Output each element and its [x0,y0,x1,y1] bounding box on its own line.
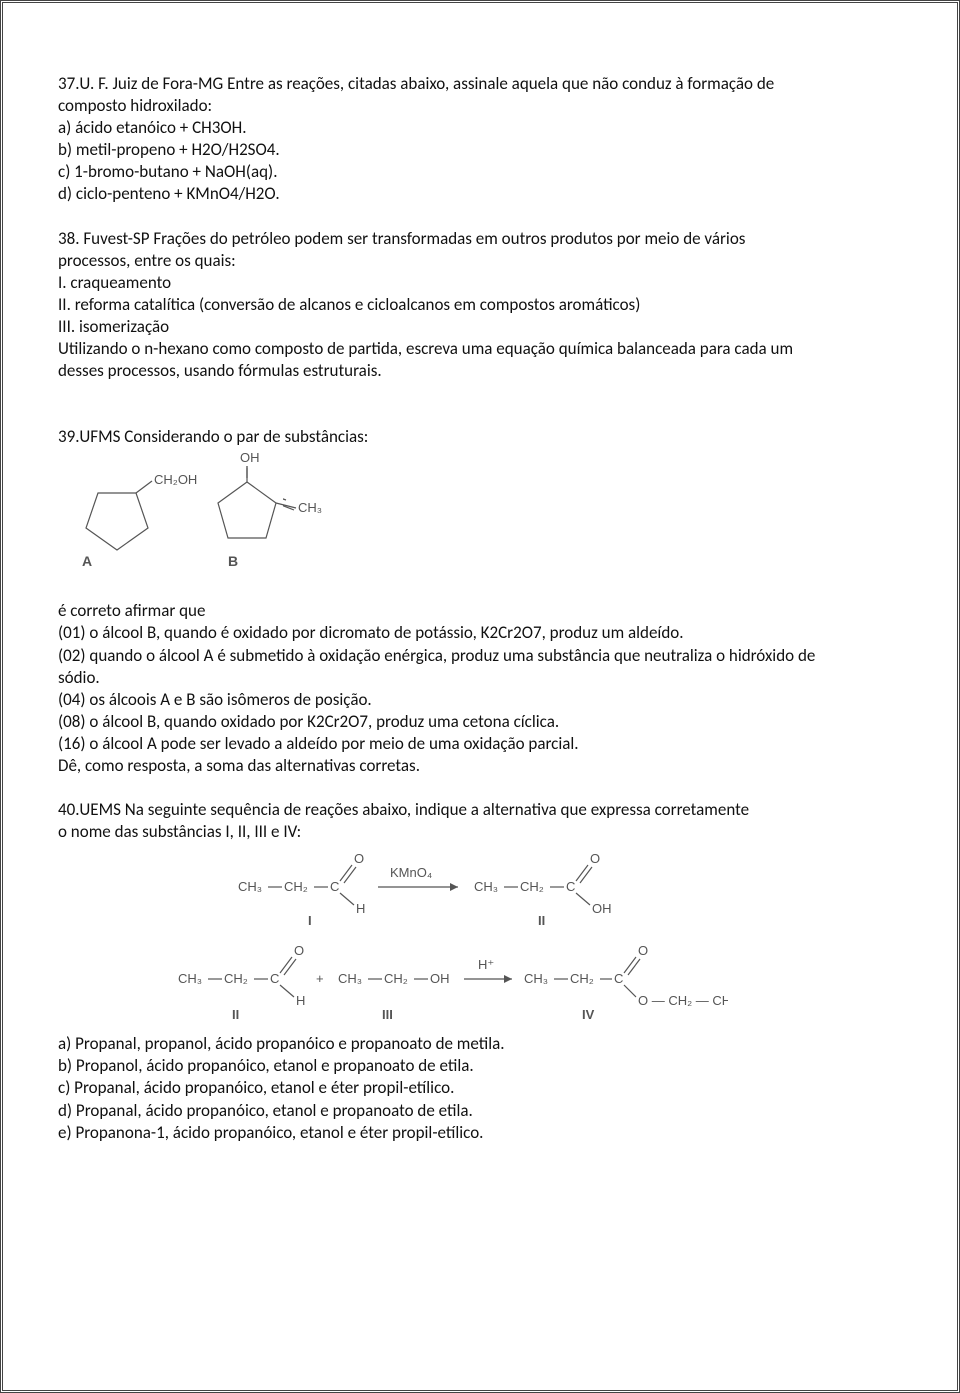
svg-text:CH₂: CH₂ [520,879,544,894]
svg-text:KMnO₄: KMnO₄ [390,865,432,880]
svg-text:C: C [270,971,279,986]
q40-option-a: a) Propanal, propanol, ácido propanóico … [58,1033,902,1055]
svg-text:C: C [566,879,575,894]
svg-text:CH₃: CH₃ [298,500,322,515]
svg-text:OH: OH [430,971,450,986]
q40-stem-line: o nome das substâncias I, II, III e IV: [58,821,902,843]
svg-text:CH₂OH: CH₂OH [154,472,197,487]
svg-text:+: + [316,971,324,986]
svg-text:H: H [356,901,365,916]
svg-text:H⁺: H⁺ [478,957,494,972]
q37-stem-line: 37.U. F. Juiz de Fora-MG Entre as reaçõe… [58,73,902,95]
q37-option-a: a) ácido etanóico + CH3OH. [58,117,902,139]
svg-text:O — CH₂ — CH₃: O — CH₂ — CH₃ [638,993,728,1008]
svg-text:OH: OH [240,450,260,465]
q38-stem-line: 38. Fuvest-SP Frações do petróleo podem … [58,228,902,250]
question-38: 38. Fuvest-SP Frações do petróleo podem … [58,228,902,383]
q39-option-04: (04) os álcoois A e B são isômeros de po… [58,689,902,711]
q40-option-d: d) Propanal, ácido propanóico, etanol e … [58,1100,902,1122]
svg-text:B: B [228,553,238,569]
q38-item-i: I. craqueamento [58,272,902,294]
svg-text:CH₂: CH₂ [284,879,308,894]
svg-text:C: C [614,971,623,986]
q39-stem: 39.UFMS Considerando o par de substância… [58,426,902,448]
svg-text:CH₃: CH₃ [474,879,498,894]
svg-text:III: III [382,1007,393,1022]
q39-afirma: é correto afirmar que [58,600,902,622]
svg-text:CH₂: CH₂ [384,971,408,986]
q39-option-01: (01) o álcool B, quando é oxidado por di… [58,622,902,644]
q37-stem-line: composto hidroxilado: [58,95,902,117]
q40-stem-line: 40.UEMS Na seguinte sequência de reações… [58,799,902,821]
svg-text:C: C [330,879,339,894]
q38-cmd-line: Utilizando o n-hexano como composto de p… [58,338,902,360]
svg-text:O: O [590,851,600,866]
q40-option-e: e) Propanona-1, ácido propanóico, etanol… [58,1122,902,1144]
q40-reaction-diagram: CH₃ CH₂ C O H I KMnO₄ CH₃ CH₂ [168,843,728,1033]
question-37: 37.U. F. Juiz de Fora-MG Entre as reaçõe… [58,73,902,206]
q38-cmd-line: desses processos, usando fórmulas estrut… [58,360,902,382]
svg-text:II: II [538,913,545,928]
svg-text:A: A [82,553,92,569]
q38-item-iii: III. isomerização [58,316,902,338]
q40-option-b: b) Propanol, ácido propanóico, etanol e … [58,1055,902,1077]
question-39: 39.UFMS Considerando o par de substância… [58,426,902,777]
svg-text:CH₃: CH₃ [524,971,548,986]
svg-text:CH₂: CH₂ [224,971,248,986]
q39-option-08: (08) o álcool B, quando oxidado por K2Cr… [58,711,902,733]
q39-option-16: (16) o álcool A pode ser levado a aldeíd… [58,733,902,755]
q39-cmd: Dê, como resposta, a soma das alternativ… [58,755,902,777]
q40-option-c: c) Propanal, ácido propanóico, etanol e … [58,1077,902,1099]
q38-stem-line: processos, entre os quais: [58,250,902,272]
q39-option-02-line: (02) quando o álcool A é submetido à oxi… [58,645,902,667]
svg-text:O: O [354,851,364,866]
q37-option-b: b) metil-propeno + H2O/H2SO4. [58,139,902,161]
svg-text:O: O [638,943,648,958]
svg-text:I: I [308,913,312,928]
question-40: 40.UEMS Na seguinte sequência de reações… [58,799,902,1144]
svg-text:II: II [232,1007,239,1022]
q37-option-d: d) ciclo-penteno + KMnO4/H2O. [58,183,902,205]
document-page: 37.U. F. Juiz de Fora-MG Entre as reaçõe… [0,0,960,1393]
svg-text:CH₂: CH₂ [570,971,594,986]
q39-option-02-line: sódio. [58,667,902,689]
svg-text:CH₃: CH₃ [238,879,262,894]
q38-item-ii: II. reforma catalítica (conversão de alc… [58,294,902,316]
q39-structure-diagram: CH₂OH A [58,448,338,578]
svg-text:OH: OH [592,901,612,916]
svg-text:CH₃: CH₃ [178,971,202,986]
svg-text:O: O [294,943,304,958]
svg-text:CH₃: CH₃ [338,971,362,986]
svg-text:H: H [296,993,305,1008]
q37-option-c: c) 1-bromo-butano + NaOH(aq). [58,161,902,183]
svg-text:IV: IV [582,1007,595,1022]
